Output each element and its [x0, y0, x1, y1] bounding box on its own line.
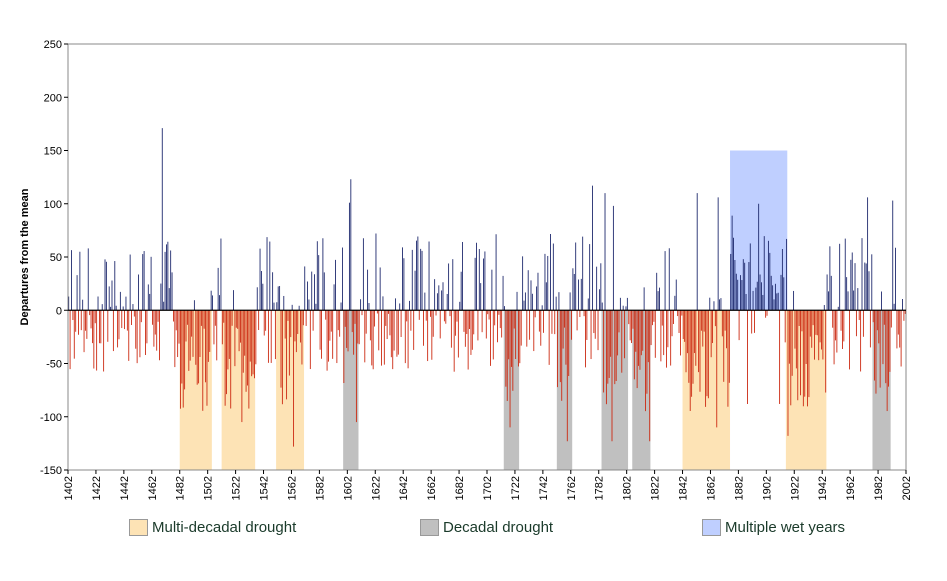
y-tick-label: -150 [40, 465, 62, 477]
x-tick-label: 1562 [286, 476, 298, 500]
x-tick-label: 1422 [91, 476, 103, 500]
y-tick-label: 250 [44, 39, 62, 51]
x-tick-label: 1882 [733, 476, 745, 500]
shaded-period-multi-decadal [682, 310, 731, 470]
x-tick-label: 1502 [203, 476, 215, 500]
x-tick-label: 1962 [845, 476, 857, 500]
shaded-period-decadal [872, 310, 891, 470]
x-tick-label: 1662 [426, 476, 438, 500]
x-tick-label: 1922 [789, 476, 801, 500]
axes: -150 -100 -50 0 50 100 150 200 250 1402 1422 1442 14… [40, 39, 913, 500]
y-tick-label: -50 [46, 359, 62, 371]
x-tick-label: 1642 [398, 476, 410, 500]
legend-wet: Multiple wet years [702, 516, 845, 538]
x-tick-label: 1542 [259, 476, 271, 500]
x-tick-label: 1722 [510, 476, 522, 500]
x-tick-label: 1522 [231, 476, 243, 500]
x-tick-label: 1622 [370, 476, 382, 500]
x-tick-label: 1982 [873, 476, 885, 500]
x-tick-label: 1442 [119, 476, 131, 500]
x-tick-label: 1762 [566, 476, 578, 500]
x-tick-label: 1842 [678, 476, 690, 500]
shaded-period-multi-decadal [221, 310, 256, 470]
y-tick-label: 50 [50, 252, 62, 264]
legend-label-decadal: Decadal drought [443, 518, 554, 536]
y-axis-label: Departures from the mean [19, 188, 31, 325]
y-tick-label: 200 [44, 92, 62, 104]
shaded-period-decadal [343, 310, 359, 470]
shaded-period-decadal [556, 310, 573, 470]
legend-label-wet: Multiple wet years [725, 518, 846, 536]
x-tick-label: 1822 [650, 476, 662, 500]
y-tick-label: 100 [44, 199, 62, 211]
legend-swatch-wet [702, 518, 721, 536]
x-tick-label: 1782 [594, 476, 606, 500]
y-tick-label: 0 [56, 305, 62, 317]
x-tick-label: 1462 [147, 476, 159, 500]
annual-bars [68, 128, 906, 447]
x-tick-label: 1942 [817, 476, 829, 500]
legend-multi-decadal: Multi-decadal drought [129, 516, 296, 538]
x-tick-label: 1682 [454, 476, 466, 500]
legend-label-multi-decadal: Multi-decadal drought [152, 518, 297, 536]
x-tick-label: 1802 [622, 476, 634, 500]
x-tick-label: 1702 [482, 476, 494, 500]
legend-swatch-multi-decadal [129, 518, 148, 536]
x-tick-label: 1862 [705, 476, 717, 500]
x-tick-label: 1742 [538, 476, 550, 500]
shaded-period-multi-decadal [276, 310, 305, 470]
x-tick-label: 2002 [901, 476, 913, 500]
y-tick-label: 150 [44, 146, 62, 158]
x-tick-label: 1582 [314, 476, 326, 500]
legend-swatch-decadal [420, 518, 439, 536]
legend-decadal: Decadal drought [420, 516, 553, 538]
x-tick-label: 1402 [63, 476, 75, 500]
y-tick-label: -100 [40, 412, 62, 424]
x-tick-label: 1482 [175, 476, 187, 500]
x-tick-label: 1602 [342, 476, 354, 500]
x-tick-label: 1902 [761, 476, 773, 500]
